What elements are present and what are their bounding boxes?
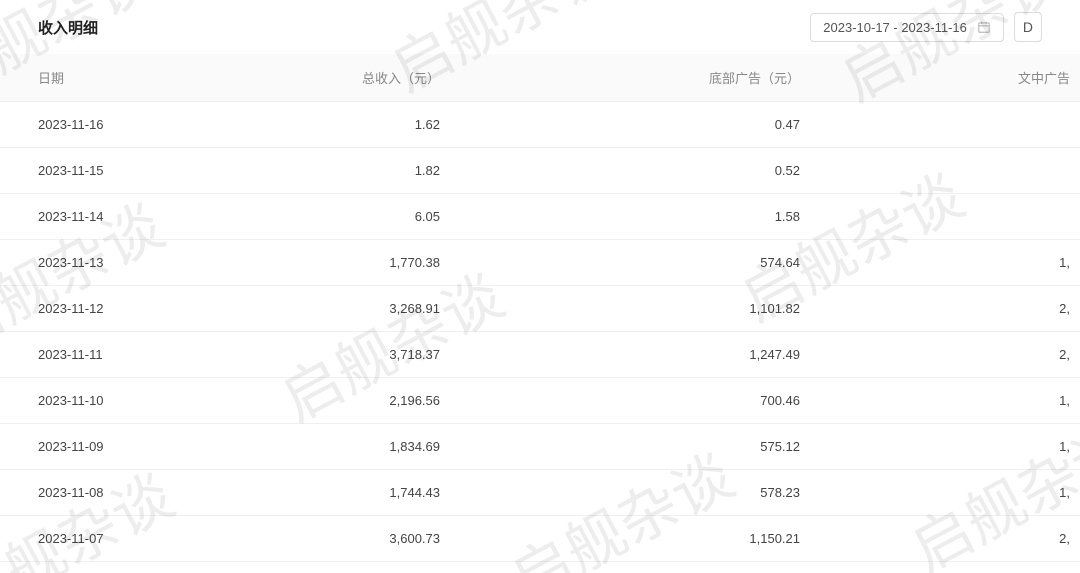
- table-header-row: 日期 总收入（元） 底部广告（元） 文中广告: [0, 54, 1080, 102]
- cell-bottom-ad: 1,150.21: [560, 531, 860, 546]
- table-row: 2023-11-102,196.56700.461,: [0, 378, 1080, 424]
- column-header-date: 日期: [0, 68, 280, 87]
- table-row: 2023-11-091,834.69575.121,: [0, 424, 1080, 470]
- cell-bottom-ad: 574.64: [560, 255, 860, 270]
- download-icon: D: [1023, 19, 1033, 35]
- cell-total: 3,600.73: [280, 531, 560, 546]
- cell-inline-ad: 2,: [860, 301, 1080, 316]
- cell-inline-ad: 1,: [860, 439, 1080, 454]
- cell-date: 2023-11-10: [0, 393, 280, 408]
- cell-bottom-ad: 1,247.49: [560, 347, 860, 362]
- cell-total: 1.82: [280, 163, 560, 178]
- cell-bottom-ad: 1,101.82: [560, 301, 860, 316]
- date-range-picker[interactable]: 2023-10-17 - 2023-11-16: [810, 13, 1004, 42]
- column-header-inline: 文中广告: [860, 68, 1080, 87]
- cell-total: 1,770.38: [280, 255, 560, 270]
- cell-bottom-ad: 0.47: [560, 117, 860, 132]
- column-header-bottom: 底部广告（元）: [560, 68, 860, 87]
- table-row: 2023-11-151.820.52: [0, 148, 1080, 194]
- cell-date: 2023-11-16: [0, 117, 280, 132]
- cell-bottom-ad: 1.58: [560, 209, 860, 224]
- cell-date: 2023-11-15: [0, 163, 280, 178]
- header-tools: 2023-10-17 - 2023-11-16 D: [810, 12, 1042, 42]
- page-title: 收入明细: [38, 17, 98, 38]
- calendar-icon: [977, 20, 991, 34]
- cell-inline-ad: 2,: [860, 531, 1080, 546]
- cell-date: 2023-11-07: [0, 531, 280, 546]
- cell-total: 1,744.43: [280, 485, 560, 500]
- cell-inline-ad: 1,: [860, 393, 1080, 408]
- cell-inline-ad: 2,: [860, 347, 1080, 362]
- cell-total: 3,718.37: [280, 347, 560, 362]
- cell-total: 2,196.56: [280, 393, 560, 408]
- table-row: 2023-11-161.620.47: [0, 102, 1080, 148]
- cell-date: 2023-11-11: [0, 347, 280, 362]
- table-row: 2023-11-146.051.58: [0, 194, 1080, 240]
- table-row: 2023-11-073,600.731,150.212,: [0, 516, 1080, 562]
- cell-bottom-ad: 0.52: [560, 163, 860, 178]
- cell-date: 2023-11-08: [0, 485, 280, 500]
- cell-inline-ad: 1,: [860, 255, 1080, 270]
- cell-date: 2023-11-14: [0, 209, 280, 224]
- cell-date: 2023-11-09: [0, 439, 280, 454]
- table-row: 2023-11-113,718.371,247.492,: [0, 332, 1080, 378]
- cell-inline-ad: 1,: [860, 485, 1080, 500]
- table-body: 2023-11-161.620.472023-11-151.820.522023…: [0, 102, 1080, 562]
- export-button[interactable]: D: [1014, 12, 1042, 42]
- cell-total: 1,834.69: [280, 439, 560, 454]
- cell-total: 3,268.91: [280, 301, 560, 316]
- table-row: 2023-11-081,744.43578.231,: [0, 470, 1080, 516]
- cell-total: 6.05: [280, 209, 560, 224]
- table-row: 2023-11-123,268.911,101.822,: [0, 286, 1080, 332]
- cell-date: 2023-11-12: [0, 301, 280, 316]
- revenue-table: 日期 总收入（元） 底部广告（元） 文中广告 2023-11-161.620.4…: [0, 54, 1080, 562]
- cell-bottom-ad: 700.46: [560, 393, 860, 408]
- table-row: 2023-11-131,770.38574.641,: [0, 240, 1080, 286]
- cell-total: 1.62: [280, 117, 560, 132]
- page-header: 收入明细 2023-10-17 - 2023-11-16 D: [0, 0, 1080, 54]
- cell-date: 2023-11-13: [0, 255, 280, 270]
- cell-bottom-ad: 578.23: [560, 485, 860, 500]
- date-range-value: 2023-10-17 - 2023-11-16: [823, 20, 967, 35]
- column-header-total: 总收入（元）: [280, 68, 560, 87]
- cell-bottom-ad: 575.12: [560, 439, 860, 454]
